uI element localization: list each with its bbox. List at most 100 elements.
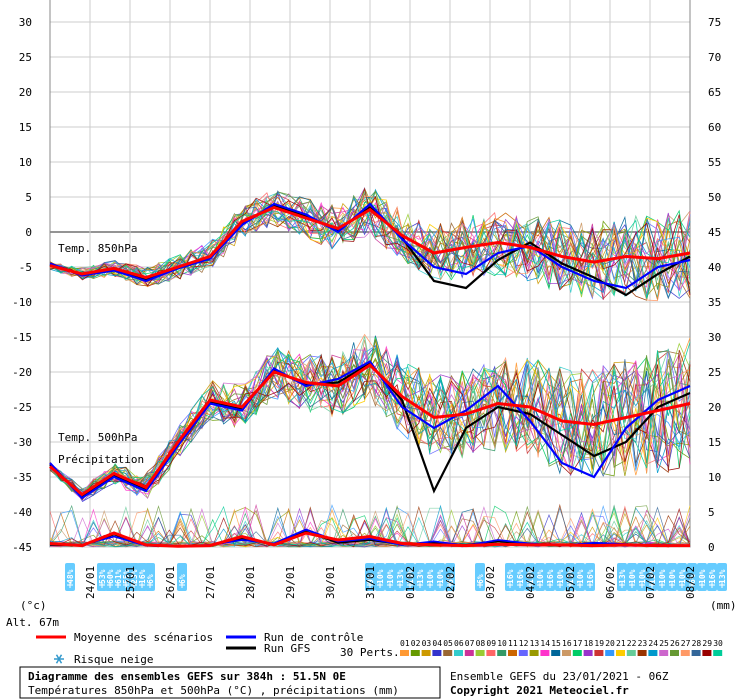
left-tick-label: 15 xyxy=(19,121,32,134)
snow-risk-marker: 13% xyxy=(617,563,627,591)
perturbation-id-label: 04 xyxy=(432,639,442,648)
snow-risk-bar xyxy=(65,563,75,591)
date-tick-label: 08/02 xyxy=(684,566,697,599)
snow-risk-bar xyxy=(105,563,115,591)
perturbation-id-label: 14 xyxy=(540,639,550,648)
snow-risk-pct: 6% xyxy=(446,574,455,584)
perturbation-id-label: 30 xyxy=(713,639,723,648)
precipitation-lines xyxy=(49,528,691,548)
perturbation-id-label: 15 xyxy=(551,639,561,648)
snow-risk-marker: 13% xyxy=(647,563,657,591)
snowflake-icon xyxy=(387,582,393,588)
left-axis-ticks: 30 25 20 15 10 5 0 -5 -10 -15 -20 -25 -30 -35 -40 -45 xyxy=(12,16,32,554)
date-tick-label: 29/01 xyxy=(284,566,297,599)
snow-risk-bar xyxy=(505,563,515,591)
perturbation-swatch xyxy=(400,650,409,656)
left-tick-label: -15 xyxy=(12,331,32,344)
snow-risk-marker: 16% xyxy=(707,563,717,591)
perturbation-swatch xyxy=(562,650,571,656)
snowflake-icon xyxy=(377,582,383,588)
perturbation-swatches: 01 02 03 04 05 06 07 08 09 10 11 12 13 14 15 16 17 18 19 20… xyxy=(400,639,723,656)
snow-risk-bar xyxy=(677,563,687,591)
perturbation-26-t850 xyxy=(49,189,691,302)
legend-gfs-label: Run GFS xyxy=(264,642,310,655)
series-t850-ff0000 xyxy=(49,205,691,280)
snow-risk-pct: 60% xyxy=(106,569,115,584)
copyright: Copyright 2021 Meteociel.fr xyxy=(450,684,629,697)
snow-risk-pct: 10% xyxy=(556,569,565,584)
perturbation-swatch xyxy=(691,650,701,656)
snow-risk-bar xyxy=(177,563,187,591)
snow-risk-bar xyxy=(121,563,131,591)
snowflake-icon xyxy=(649,582,655,588)
snowflake-icon xyxy=(699,582,705,588)
perturbation-23-t850 xyxy=(49,187,691,301)
snow-risk-bar xyxy=(667,563,677,591)
date-tick-label: 03/02 xyxy=(484,566,497,599)
snow-risk-markers: 48% 53% 60% 61% 55% 23% 16% 6% 6% 9% 10% 10% 13% 10% 1… xyxy=(65,563,727,591)
snowflake-icon xyxy=(139,582,145,588)
snow-risk-marker: 6% xyxy=(177,563,187,591)
right-tick-label: 0 xyxy=(708,541,715,554)
snow-risk-bar xyxy=(415,563,425,591)
snowflake-icon xyxy=(477,582,483,588)
snow-risk-bar xyxy=(97,563,107,591)
snow-risk-bar xyxy=(375,563,385,591)
right-tick-label: 60 xyxy=(708,121,721,134)
perturbation-swatch xyxy=(648,650,658,656)
perturbation-swatch xyxy=(508,650,517,656)
series-t500-ff0000 xyxy=(49,363,691,497)
snowflake-icon xyxy=(437,582,443,588)
perturbation-swatch xyxy=(529,650,539,656)
snow-risk-bar xyxy=(385,563,395,591)
snowflake-icon xyxy=(577,582,583,588)
left-tick-label: 20 xyxy=(19,86,32,99)
perturbation-swatch xyxy=(486,650,496,656)
right-unit: (mm) xyxy=(710,599,737,612)
perturbation-id-label: 21 xyxy=(616,639,626,648)
perturbation-id-label: 06 xyxy=(454,639,464,648)
snowflake-icon xyxy=(367,582,373,588)
snow-risk-bar xyxy=(425,563,435,591)
perturbation-id-label: 07 xyxy=(465,639,475,648)
perturbation-swatch xyxy=(702,650,712,656)
perturbation-swatch xyxy=(497,650,507,656)
left-tick-label: -5 xyxy=(19,261,32,274)
snow-risk-pct: 13% xyxy=(618,569,627,584)
snow-risk-marker: 10% xyxy=(425,563,435,591)
perturbation-id-label: 25 xyxy=(659,639,669,648)
perturbation-id-label: 23 xyxy=(638,639,648,648)
snow-risk-marker: 10% xyxy=(375,563,385,591)
snow-risk-pct: 10% xyxy=(526,569,535,584)
left-tick-label: -20 xyxy=(12,366,32,379)
perturbation-21-t500 xyxy=(49,338,691,492)
snow-risk-marker: 6% xyxy=(475,563,485,591)
date-tick-label: 25/01 xyxy=(124,566,137,599)
snowflake-icon xyxy=(397,582,403,588)
perturbation-19-t500 xyxy=(49,348,691,496)
perturbation-id-label: 13 xyxy=(530,639,540,648)
snow-risk-bar xyxy=(445,563,455,591)
snow-risk-pct: 10% xyxy=(406,569,415,584)
perturbation-swatch xyxy=(713,650,723,656)
snow-risk-marker: 16% xyxy=(585,563,595,591)
snowflake-icon xyxy=(179,582,185,588)
left-tick-label: 0 xyxy=(25,226,32,239)
perturbation-swatch xyxy=(551,650,561,656)
snow-risk-pct: 53% xyxy=(98,569,107,584)
perturbation-id-label: 12 xyxy=(519,639,529,648)
legend-mean-label: Moyenne des scénarios xyxy=(74,631,213,644)
snow-risk-bar xyxy=(585,563,595,591)
snow-risk-marker: 10% xyxy=(535,563,545,591)
altitude-label: Alt. 67m xyxy=(6,616,59,629)
panel-label-850: Temp. 850hPa xyxy=(58,242,137,255)
snow-risk-pct: 16% xyxy=(516,569,525,584)
right-tick-label: 70 xyxy=(708,51,721,64)
legend-snow-label: Risque neige xyxy=(74,653,153,666)
left-tick-label: -10 xyxy=(12,296,32,309)
snow-risk-marker: 10% xyxy=(637,563,647,591)
snow-risk-marker: 10% xyxy=(575,563,585,591)
right-tick-label: 15 xyxy=(708,436,721,449)
right-tick-label: 55 xyxy=(708,156,721,169)
snow-risk-marker: 16% xyxy=(137,563,147,591)
